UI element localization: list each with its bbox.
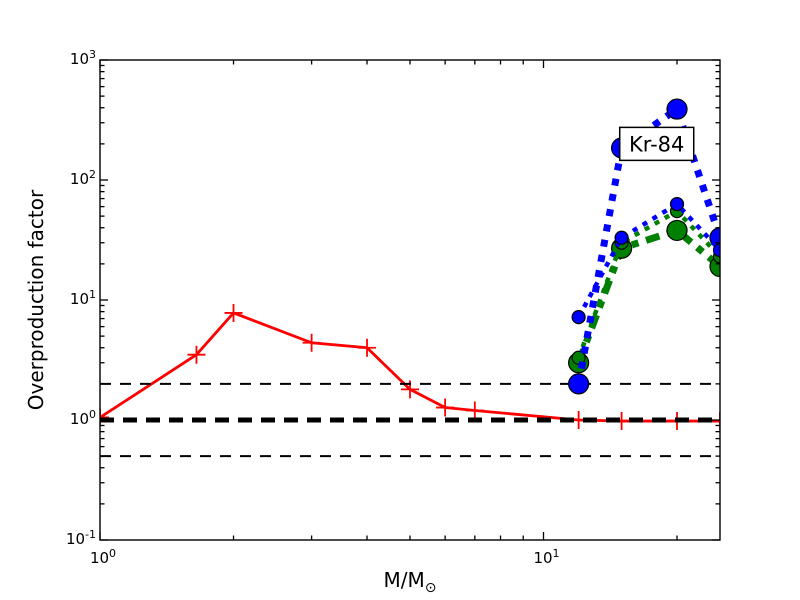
red-solid-plus-marker [711,412,720,431]
blue-thick-dotted-large-circles-marker [568,373,590,395]
red-solid-plus-marker [224,303,243,322]
green-thick-dashdot-large-circles-marker [666,219,688,242]
red-solid-plus-marker [436,398,455,417]
ticks-layer [99,59,720,541]
blue-thin-dotted-small-circles-marker [614,230,629,245]
series-layer [100,98,720,458]
annotation-box [618,126,695,162]
blue-thick-dotted-large-circles-marker [666,98,688,120]
red-solid-plus-marker [187,345,206,364]
blue-thin-dotted-small-circles-marker [571,310,586,325]
green-thick-dashdot-large-circles-line [575,226,720,364]
blue-thin-dotted-small-circles-line [576,201,720,319]
red-solid-plus-marker [465,401,484,420]
blue-thin-dotted-small-circles-marker [669,196,685,212]
red-solid-plus-marker [100,408,109,427]
green-thin-dotted-small-circles-marker [571,350,586,365]
red-solid-plus-marker [358,338,377,357]
green-thin-dotted-small-circles-line [576,208,720,359]
blue-thin-dotted-small-circles-marker [712,243,720,258]
blue-thick-dotted-large-circles-line [575,103,720,385]
red-solid-plus-marker [302,333,321,352]
annotation-label: Kr-84 [629,132,684,156]
